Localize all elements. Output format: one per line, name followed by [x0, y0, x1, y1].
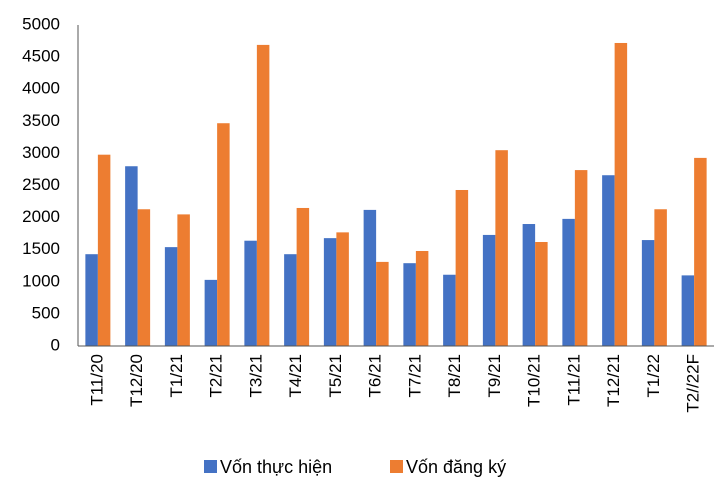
x-tick-label: T2/21: [207, 354, 226, 397]
bar: [574, 170, 588, 346]
x-tick-label: T12/21: [604, 354, 623, 407]
y-tick-label: 4000: [22, 79, 60, 98]
legend-swatch: [390, 460, 403, 473]
bar: [495, 150, 508, 346]
y-tick-label: 2000: [22, 207, 60, 226]
y-tick-label: 1500: [22, 239, 60, 258]
bar: [562, 218, 575, 346]
bar: [535, 241, 548, 346]
bar: [177, 214, 190, 346]
x-tick-label: T11/20: [87, 354, 106, 406]
bar: [204, 279, 218, 346]
y-tick-label: 3500: [22, 111, 60, 130]
bar: [455, 189, 469, 346]
x-tick-label: T6/21: [366, 354, 385, 397]
bar: [681, 275, 695, 346]
bar: [256, 44, 270, 346]
bar: [125, 166, 138, 346]
x-tick-label: T8/21: [445, 354, 464, 397]
y-tick-label: 3000: [22, 143, 60, 162]
x-tick-label: T7/21: [405, 354, 424, 397]
y-tick-label: 4500: [22, 47, 60, 66]
legend-swatch: [204, 460, 217, 473]
bar: [137, 209, 151, 346]
x-tick-label: T11/21: [564, 354, 583, 406]
bar: [363, 209, 377, 346]
y-tick-label: 2500: [22, 175, 60, 194]
y-tick-label: 0: [51, 335, 60, 354]
x-tick-label: T1/21: [167, 354, 186, 397]
bar: [376, 261, 389, 346]
x-tick-label: T9/21: [485, 354, 504, 397]
y-tick-label: 500: [32, 303, 60, 322]
x-tick-label: T10/21: [525, 354, 544, 407]
x-tick-label: T2//22F: [684, 354, 703, 413]
bar: [284, 254, 297, 346]
y-tick-label: 5000: [22, 14, 60, 33]
bar: [323, 238, 337, 346]
bar: [482, 234, 496, 346]
bar: [336, 232, 349, 346]
bar: [296, 207, 310, 346]
bar: [654, 209, 667, 346]
bar: [97, 154, 111, 346]
bar: [85, 254, 98, 346]
legend-label: Vốn đăng ký: [406, 457, 506, 477]
bar: [602, 175, 615, 346]
bar: [415, 250, 429, 346]
x-tick-label: T12/20: [127, 354, 146, 407]
y-tick-label: 1000: [22, 271, 60, 290]
bar: [522, 224, 536, 346]
bar: [614, 42, 628, 346]
legend-label: Vốn thực hiện: [220, 457, 332, 477]
bar: [403, 263, 416, 346]
x-tick-label: T4/21: [286, 354, 305, 397]
bar: [694, 157, 707, 346]
x-tick-label: T5/21: [326, 354, 345, 397]
bar: [164, 247, 178, 346]
x-tick-label: T3/21: [246, 354, 265, 397]
x-tick-label: T1/22: [644, 354, 663, 397]
bar: [244, 240, 257, 346]
bar: [641, 240, 655, 346]
bar: [443, 274, 456, 346]
bar: [217, 123, 230, 346]
